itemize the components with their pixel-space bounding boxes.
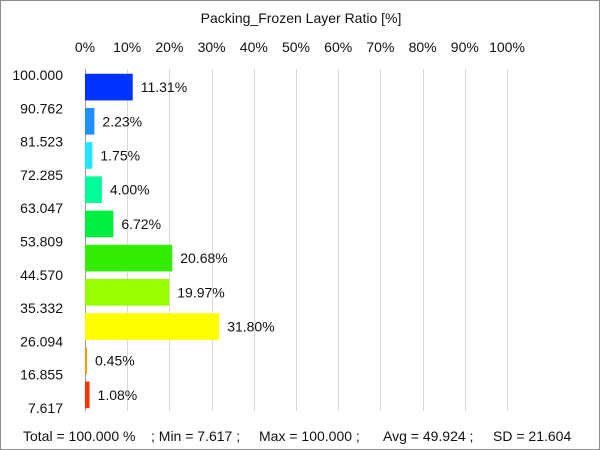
x-tick-label: 50% xyxy=(282,39,310,55)
x-tick-label: 60% xyxy=(324,39,352,55)
bar xyxy=(85,278,170,306)
x-tick-label: 10% xyxy=(113,39,141,55)
chart-title: Packing_Frozen Layer Ratio [%] xyxy=(201,10,402,26)
bar-value-label: 1.08% xyxy=(98,387,138,403)
bar xyxy=(85,210,114,238)
x-tick-label: 30% xyxy=(198,39,226,55)
bar-value-label: 2.23% xyxy=(102,113,142,129)
gridlines xyxy=(85,69,508,411)
x-tick-label: 40% xyxy=(240,39,268,55)
x-tick-label: 70% xyxy=(366,39,394,55)
y-tick-label: 81.523 xyxy=(20,134,63,150)
footer-min: ; Min = 7.617 ; xyxy=(151,428,240,444)
bar-value-label: 0.45% xyxy=(95,353,135,369)
x-tick-label: 100% xyxy=(489,39,525,55)
bar-value-label: 11.31% xyxy=(141,79,187,95)
x-tick-label: 80% xyxy=(409,39,437,55)
y-tick-label: 16.855 xyxy=(20,367,63,383)
x-tick-label: 20% xyxy=(155,39,183,55)
y-axis-labels: 100.000 90.762 81.523 72.285 63.047 53.809 44.… xyxy=(12,67,63,416)
x-tick-label: 90% xyxy=(451,39,479,55)
bar-value-label: 20.68% xyxy=(180,250,227,266)
bar xyxy=(85,313,220,340)
bar xyxy=(85,347,87,375)
y-tick-label: 100.000 xyxy=(12,67,63,83)
y-tick-label: 53.809 xyxy=(20,234,63,250)
bar-value-label: 6.72% xyxy=(121,216,161,232)
y-tick-label: 7.617 xyxy=(28,400,63,416)
y-tick-label: 63.047 xyxy=(20,200,63,216)
footer-total: Total = 100.000 % xyxy=(23,428,135,444)
bar xyxy=(85,142,93,169)
bar-value-label: 31.80% xyxy=(227,319,274,335)
bar-value-label: 1.75% xyxy=(100,148,140,164)
bar-value-label: 4.00% xyxy=(110,182,150,198)
bar xyxy=(85,381,90,409)
y-tick-label: 35.332 xyxy=(20,300,63,316)
bar-labels: 11.31% 2.23% 1.75% 4.00% 6.72% 20.68% 19.97% 31… xyxy=(95,79,275,403)
bar-value-label: 19.97% xyxy=(177,284,224,300)
y-tick-label: 44.570 xyxy=(20,267,63,283)
footer-max: Max = 100.000 ; xyxy=(259,428,360,444)
y-tick-label: 90.762 xyxy=(20,100,63,116)
y-tick-label: 72.285 xyxy=(20,167,63,183)
x-tick-label: 0% xyxy=(75,39,95,55)
summary-footer: Total = 100.000 % ; Min = 7.617 ; Max = … xyxy=(23,428,571,444)
bars xyxy=(85,73,220,409)
bar xyxy=(85,244,173,272)
bar xyxy=(85,176,102,204)
footer-sd: SD = 21.604 xyxy=(493,428,571,444)
y-tick-label: 26.094 xyxy=(20,333,63,349)
x-axis-ticks: 0% 10% 20% 30% 40% 50% 60% 70% 80% 90% 100% xyxy=(75,39,525,55)
bar xyxy=(85,107,95,135)
bar xyxy=(85,73,133,101)
footer-avg: Avg = 49.924 ; xyxy=(383,428,473,444)
